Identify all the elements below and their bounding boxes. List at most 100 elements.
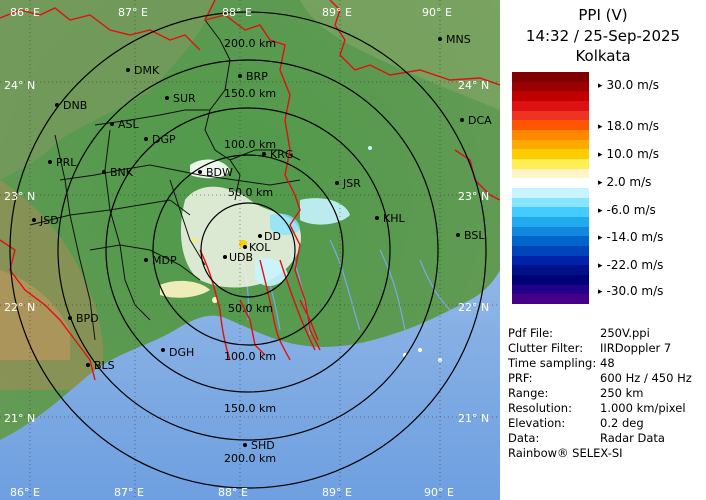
svg-text:DGH: DGH — [169, 346, 194, 359]
velocity-legend-bar — [512, 72, 589, 304]
city-jsr: JSR — [335, 177, 361, 190]
svg-text:BDW: BDW — [206, 166, 233, 179]
svg-text:PRL: PRL — [56, 156, 77, 169]
legend-swatch — [512, 265, 589, 275]
city-dd: DD — [258, 230, 281, 243]
lon-label: 90° E — [422, 6, 452, 19]
legend-swatch — [512, 81, 589, 92]
city-bls: BLS — [86, 359, 115, 372]
info-value: 48 — [600, 356, 615, 370]
city-markers: MNS DMK BRP DNB SUR ASL DGP DCA PRL BNK … — [32, 33, 492, 452]
info-key: Data: — [508, 431, 540, 445]
info-row-data: Data: Radar Data — [508, 431, 665, 445]
legend-swatch — [512, 110, 589, 121]
svg-text:DNB: DNB — [63, 99, 87, 112]
info-value: 250 km — [600, 386, 644, 400]
city-bsl: BSL — [456, 229, 485, 242]
city-khl: KHL — [375, 212, 405, 225]
lat-label: 24° N — [458, 79, 489, 92]
station-name: Kolkata — [575, 47, 631, 65]
north-east-terrain — [300, 0, 500, 110]
lon-label: 90° E — [424, 486, 454, 499]
legend-label: 30.0 m/s — [598, 78, 660, 92]
info-value: 0.2 deg — [600, 416, 644, 430]
lon-label: 89° E — [322, 6, 352, 19]
city-dgh: DGH — [161, 346, 194, 359]
svg-text:KRG: KRG — [270, 148, 293, 161]
svg-text:JSR: JSR — [342, 177, 361, 190]
city-udb: UDB — [223, 251, 253, 264]
vendor-footer: Rainbow® SELEX-SI — [508, 446, 623, 460]
ring-label-200-north: 200.0 km — [224, 37, 276, 50]
lon-label: 86° E — [10, 486, 40, 499]
legend-swatch — [512, 226, 589, 237]
lon-label: 88° E — [218, 486, 248, 499]
svg-text:SHD: SHD — [251, 439, 275, 452]
range-rings — [9, 11, 487, 489]
legend-swatch — [512, 236, 589, 246]
info-row-time-sampling: Time sampling: 48 — [508, 356, 615, 370]
ring-label-100-north: 100.0 km — [224, 138, 276, 151]
product-title: PPI (V) — [578, 6, 628, 24]
city-mdp: MDP — [144, 254, 177, 267]
city-asl: ASL — [110, 118, 140, 131]
lat-label: 23° N — [458, 190, 489, 203]
lon-label: 87° E — [118, 6, 148, 19]
ring-label-100-south: 100.0 km — [224, 350, 276, 363]
info-key: Pdf File: — [508, 326, 554, 340]
legend-label: -6.0 m/s — [598, 203, 656, 217]
legend-label: -14.0 m/s — [598, 230, 664, 244]
info-row-pdf-file: Pdf File: 250V.ppi — [508, 326, 650, 340]
radar-map[interactable]: 86° E 87° E 88° E 89° E 90° E 86° E 87° … — [0, 0, 500, 500]
lat-label: 23° N — [4, 190, 35, 203]
city-krg: KRG — [262, 148, 293, 161]
lat-label: 21° N — [458, 412, 489, 425]
lon-label: 87° E — [114, 486, 144, 499]
info-row-range: Range: 250 km — [508, 386, 643, 400]
city-jsd: JSD — [32, 214, 59, 227]
ring-label-150-south: 150.0 km — [224, 402, 276, 415]
svg-text:ASL: ASL — [118, 118, 140, 131]
svg-text:BSL: BSL — [464, 229, 485, 242]
radar-echoes — [160, 146, 442, 362]
legend-swatch — [512, 159, 589, 169]
info-key: Range: — [508, 386, 549, 400]
legend-swatch — [512, 168, 589, 179]
timestamp: 14:32 / 25-Sep-2025 — [525, 27, 681, 45]
city-kol: KOL — [243, 241, 271, 254]
lat-labels-left: 24° N 23° N 22° N 21° N — [4, 79, 35, 425]
lon-labels-top: 86° E 87° E 88° E 89° E 90° E — [10, 6, 452, 19]
info-value: 600 Hz / 450 Hz — [600, 371, 692, 385]
svg-text:MNS: MNS — [446, 33, 471, 46]
city-bdw: BDW — [198, 166, 233, 179]
city-dca: DCA — [460, 114, 492, 127]
svg-text:BPD: BPD — [76, 312, 99, 325]
info-row-resolution: Resolution: 1.000 km/pixel — [508, 401, 686, 415]
ring-label-50-north: 50.0 km — [228, 186, 273, 199]
svg-text:DD: DD — [264, 230, 281, 243]
legend-swatch — [512, 139, 589, 150]
legend-swatch — [512, 284, 589, 295]
city-brp: BRP — [238, 70, 268, 83]
hill-terrain — [0, 0, 215, 180]
svg-text:BNK: BNK — [110, 166, 134, 179]
info-value: 250V.ppi — [600, 326, 650, 340]
lat-label: 24° N — [4, 79, 35, 92]
info-key: Clutter Filter: — [508, 341, 584, 355]
city-dgp: DGP — [144, 133, 176, 146]
lon-label: 86° E — [10, 6, 40, 19]
info-row-elevation: Elevation: 0.2 deg — [508, 416, 644, 430]
legend-label: -22.0 m/s — [598, 258, 664, 272]
info-key: Elevation: — [508, 416, 566, 430]
legend-swatch — [512, 255, 589, 266]
legend-swatch — [512, 197, 589, 208]
legend-swatch — [512, 188, 589, 198]
ring-label-200-south: 200.0 km — [224, 452, 276, 465]
legend-swatch — [512, 130, 589, 140]
ring-label-150-north: 150.0 km — [224, 87, 276, 100]
ring-label-50-south: 50.0 km — [228, 302, 273, 315]
info-key: Time sampling: — [508, 356, 597, 370]
legend-swatch — [512, 149, 589, 159]
svg-text:SUR: SUR — [173, 92, 196, 105]
